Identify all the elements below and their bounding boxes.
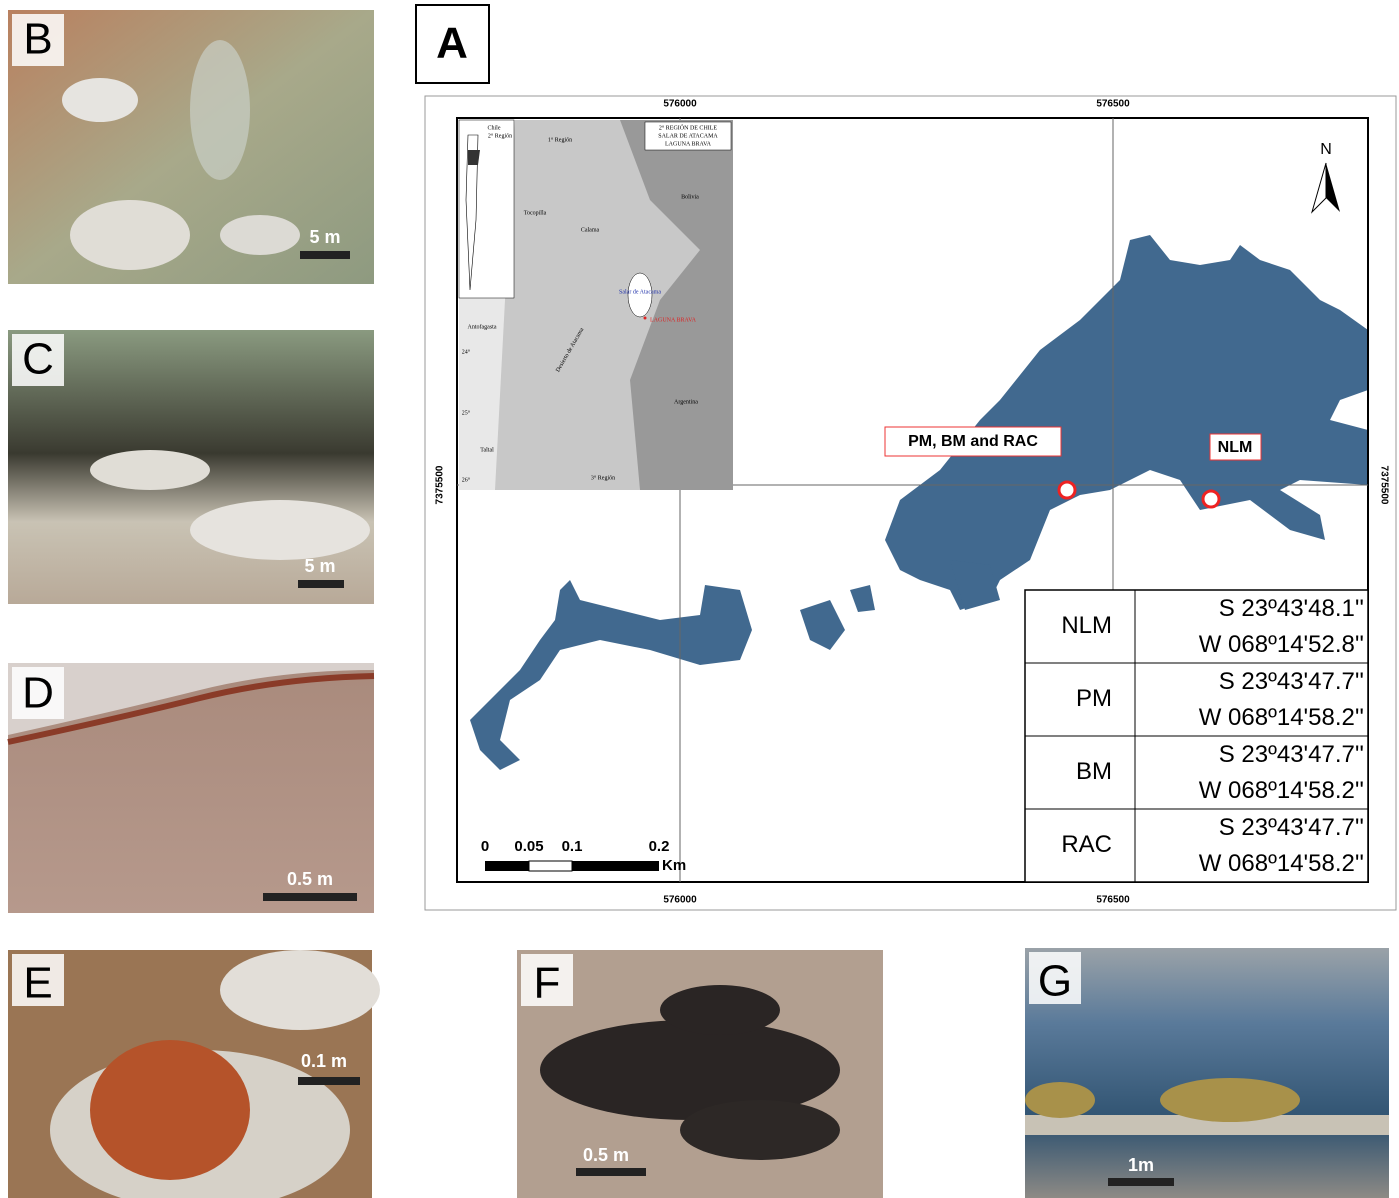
longitude: W 068º14'58.2'' [1199,850,1364,877]
inset-place: Bolivia [681,194,699,200]
scale-label: 0.1 m [301,1051,347,1071]
scale-label: 0.5 m [287,869,333,889]
site-box [1209,433,1262,461]
inset-title: LAGUNA BRAVA [665,141,712,147]
panel-label: C [22,335,54,384]
inset-place: Taltal [480,447,494,453]
site-name: PM [1076,685,1112,712]
site-box [884,426,1062,457]
inset-place: 24° [462,348,471,355]
easting-label: 576500 [1096,99,1130,110]
inset-title: 2° REGIÓN DE CHILE [659,123,718,131]
inset-place: 1° Región [548,136,572,143]
scale-bar [572,861,659,871]
site-name: BM [1076,758,1112,785]
scale-bar [485,861,529,871]
photo-d [7,663,375,913]
photo-c [8,330,374,604]
site-marker [1201,489,1221,509]
site-name: RAC [1061,831,1112,858]
panel-label: B [23,15,52,64]
inset-place: 26° [462,476,471,483]
label-box [415,4,490,84]
panel-label: D [22,669,54,718]
scale-bar-label: 0.2 [649,838,670,855]
northing-label: 7375500 [1378,466,1389,505]
inset-place: 25° [462,409,471,416]
latitude: S 23º43'47.7'' [1219,814,1364,841]
scale-label: 1m [1128,1155,1154,1175]
map-inner-frame [456,117,1369,883]
inset-place: Calama [581,227,600,233]
photo-g [1025,948,1389,1198]
inset-map [458,119,733,490]
latitude: S 23º43'48.1'' [1219,595,1364,622]
site-marker [1057,480,1077,500]
north-arrow [1310,162,1327,214]
latitude: S 23º43'47.7'' [1219,668,1364,695]
photo-e [8,950,380,1198]
easting-label: 576500 [1096,895,1130,906]
inset-place: Salar de Atacama [619,289,661,295]
scale-bar [528,860,573,872]
north-label: N [1320,141,1332,158]
panel-label: G [1038,957,1072,1006]
lake [470,235,1368,770]
site-label: NLM [1218,439,1253,456]
scale-bar-label: 0.05 [514,838,543,855]
longitude: W 068º14'58.2'' [1199,777,1364,804]
longitude: W 068º14'58.2'' [1199,704,1364,731]
scale-bar-label: Km [662,857,686,874]
inset-place: Argentina [674,399,698,405]
longitude: W 068º14'52.8'' [1199,631,1364,658]
site-label: PM, BM and RAC [908,433,1038,450]
scale-label: 5 m [304,556,335,576]
inset-place: 3° Región [591,474,615,481]
panel-label: E [23,959,52,1008]
inset-place: Tocopilla [524,210,547,216]
inset-place: LAGUNA BRAVA [650,317,697,323]
north-arrow [1326,163,1340,212]
scale-bar-label: 0.1 [562,838,583,855]
photo-f [517,950,883,1198]
easting-label: 576000 [663,895,697,906]
easting-label: 576000 [663,99,697,110]
scale-bar-label: 0 [481,838,489,855]
inset-title: SALAR DE ATACAMA [658,133,718,139]
inset-place: Chile [488,125,501,131]
photo-b [8,10,374,284]
northing-label: 7375500 [435,465,446,504]
panel-label: F [534,959,561,1008]
inset-place: 2° Región [488,132,512,139]
site-name: NLM [1061,612,1112,639]
latitude: S 23º43'47.7'' [1219,741,1364,768]
inset-place: Antofagasta [468,323,497,330]
scale-label: 0.5 m [583,1145,629,1165]
panel-label: A [436,19,468,68]
scale-label: 5 m [309,227,340,247]
